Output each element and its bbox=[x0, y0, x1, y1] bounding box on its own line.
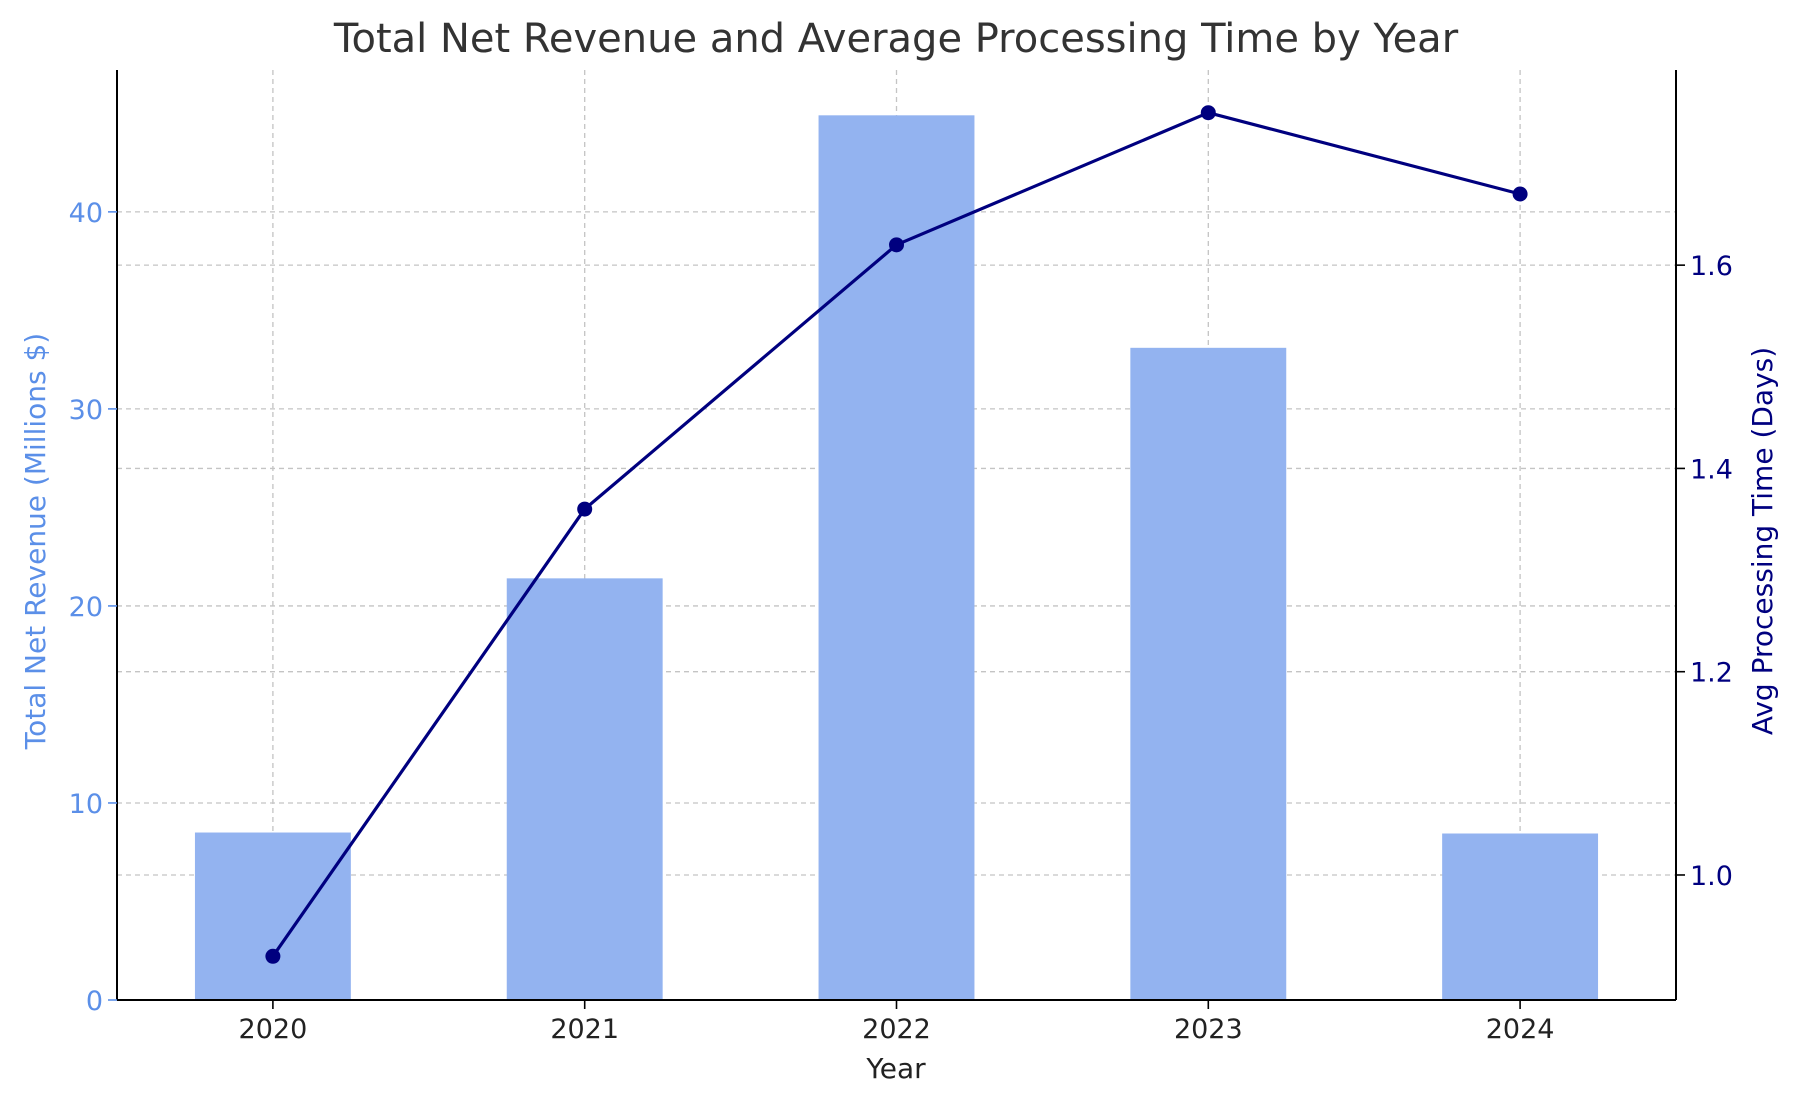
axis-layer: 2020 2021 2022 2023 2024 0 10 20 30 40 1.0 1.2 1.4 1.… bbox=[69, 70, 1733, 1045]
y-tick-label: 10 bbox=[69, 789, 103, 820]
text-layer: Total Net Revenue and Average Processing… bbox=[19, 16, 1779, 1085]
processing-time-point bbox=[577, 501, 593, 517]
processing-time-point bbox=[265, 948, 281, 964]
revenue-bar bbox=[1442, 833, 1599, 1000]
processing-time-point bbox=[1200, 105, 1216, 121]
revenue-bar bbox=[818, 115, 975, 1000]
x-tick-label: 2021 bbox=[550, 1014, 619, 1045]
chart-title: Total Net Revenue and Average Processing… bbox=[333, 16, 1459, 62]
x-tick-label: 2020 bbox=[239, 1014, 308, 1045]
line-layer bbox=[265, 105, 1528, 964]
x-tick-label: 2023 bbox=[1174, 1014, 1243, 1045]
x-tick-label: 2024 bbox=[1486, 1014, 1555, 1045]
processing-time-point bbox=[889, 237, 904, 253]
y2-tick-label: 1.0 bbox=[1690, 861, 1733, 892]
processing-time-point bbox=[1512, 186, 1528, 202]
y2-axis-label: Avg Processing Time (Days) bbox=[1746, 347, 1779, 735]
y-tick-label: 30 bbox=[69, 395, 103, 426]
y2-tick-label: 1.2 bbox=[1690, 658, 1733, 689]
y-tick-label: 40 bbox=[69, 198, 103, 229]
y2-tick-label: 1.6 bbox=[1690, 251, 1733, 282]
x-tick-label: 2022 bbox=[862, 1014, 931, 1045]
y2-tick-label: 1.4 bbox=[1690, 454, 1733, 485]
revenue-bar bbox=[194, 832, 351, 1000]
bar-layer bbox=[194, 115, 1599, 1000]
x-axis-label: Year bbox=[865, 1052, 926, 1085]
revenue-bar bbox=[506, 578, 663, 1000]
revenue-bar bbox=[1130, 347, 1287, 1000]
y-axis-label: Total Net Revenue (Millions $) bbox=[19, 333, 52, 751]
y-tick-label: 0 bbox=[86, 986, 103, 1017]
y-tick-label: 20 bbox=[69, 592, 103, 623]
